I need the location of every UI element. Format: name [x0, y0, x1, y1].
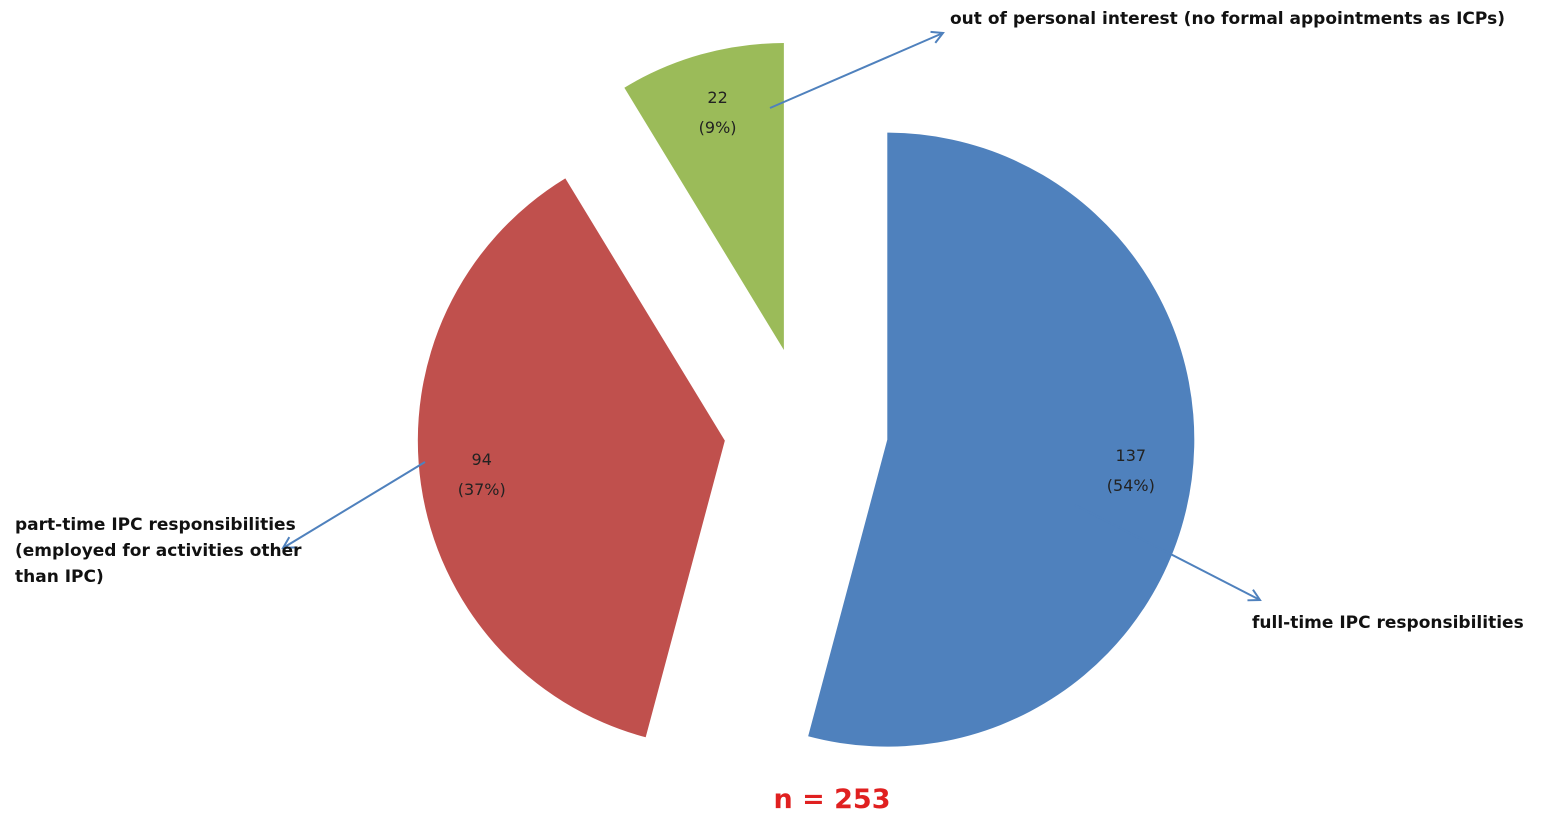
data-label: (9%) — [699, 118, 737, 137]
data-label: 22 — [707, 88, 727, 107]
annotation: n = 253 — [773, 784, 891, 815]
pie-slice — [417, 178, 725, 738]
data-label: (37%) — [458, 480, 506, 499]
leader-arrow — [769, 33, 943, 109]
pie-slice — [624, 43, 784, 351]
leader-arrow — [1074, 504, 1260, 600]
data-label: 137 — [1116, 446, 1147, 465]
category-label: out of personal interest (no formal appo… — [950, 9, 1505, 29]
category-label: part-time IPC responsibilities (employed… — [15, 515, 302, 587]
pie-slice — [808, 132, 1195, 747]
data-label: (54%) — [1107, 476, 1155, 495]
leader-arrow — [283, 461, 426, 548]
data-label: 94 — [472, 450, 492, 469]
category-label: full-time IPC responsibilities — [1252, 613, 1524, 633]
